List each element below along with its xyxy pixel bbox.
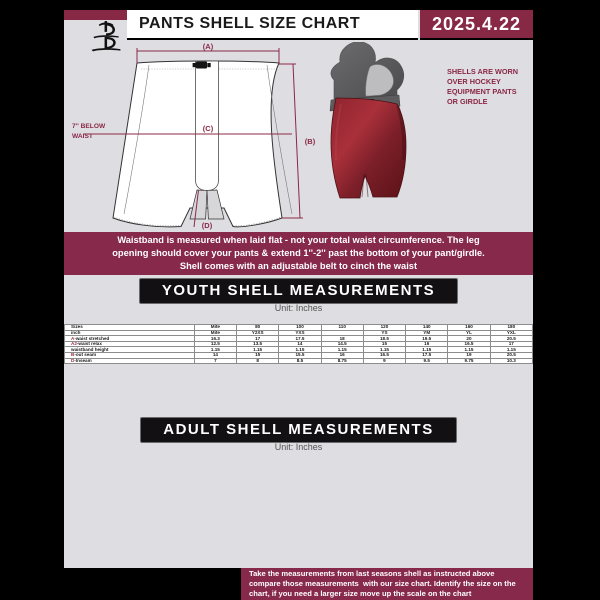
svg-text:(B): (B) bbox=[305, 137, 316, 146]
svg-text:(A): (A) bbox=[203, 42, 214, 51]
svg-text:(C): (C) bbox=[203, 124, 214, 133]
svg-text:(D): (D) bbox=[202, 221, 213, 230]
svg-text:EQUIPMENT PANTS: EQUIPMENT PANTS bbox=[447, 87, 517, 96]
svg-text:WAIST: WAIST bbox=[72, 133, 93, 140]
svg-text:OR GIRDLE: OR GIRDLE bbox=[447, 97, 488, 106]
svg-text:SHELLS ARE WORN: SHELLS ARE WORN bbox=[447, 67, 518, 76]
svg-text:OVER HOCKEY: OVER HOCKEY bbox=[447, 77, 501, 86]
svg-text:7'' BELOW: 7'' BELOW bbox=[72, 123, 106, 130]
